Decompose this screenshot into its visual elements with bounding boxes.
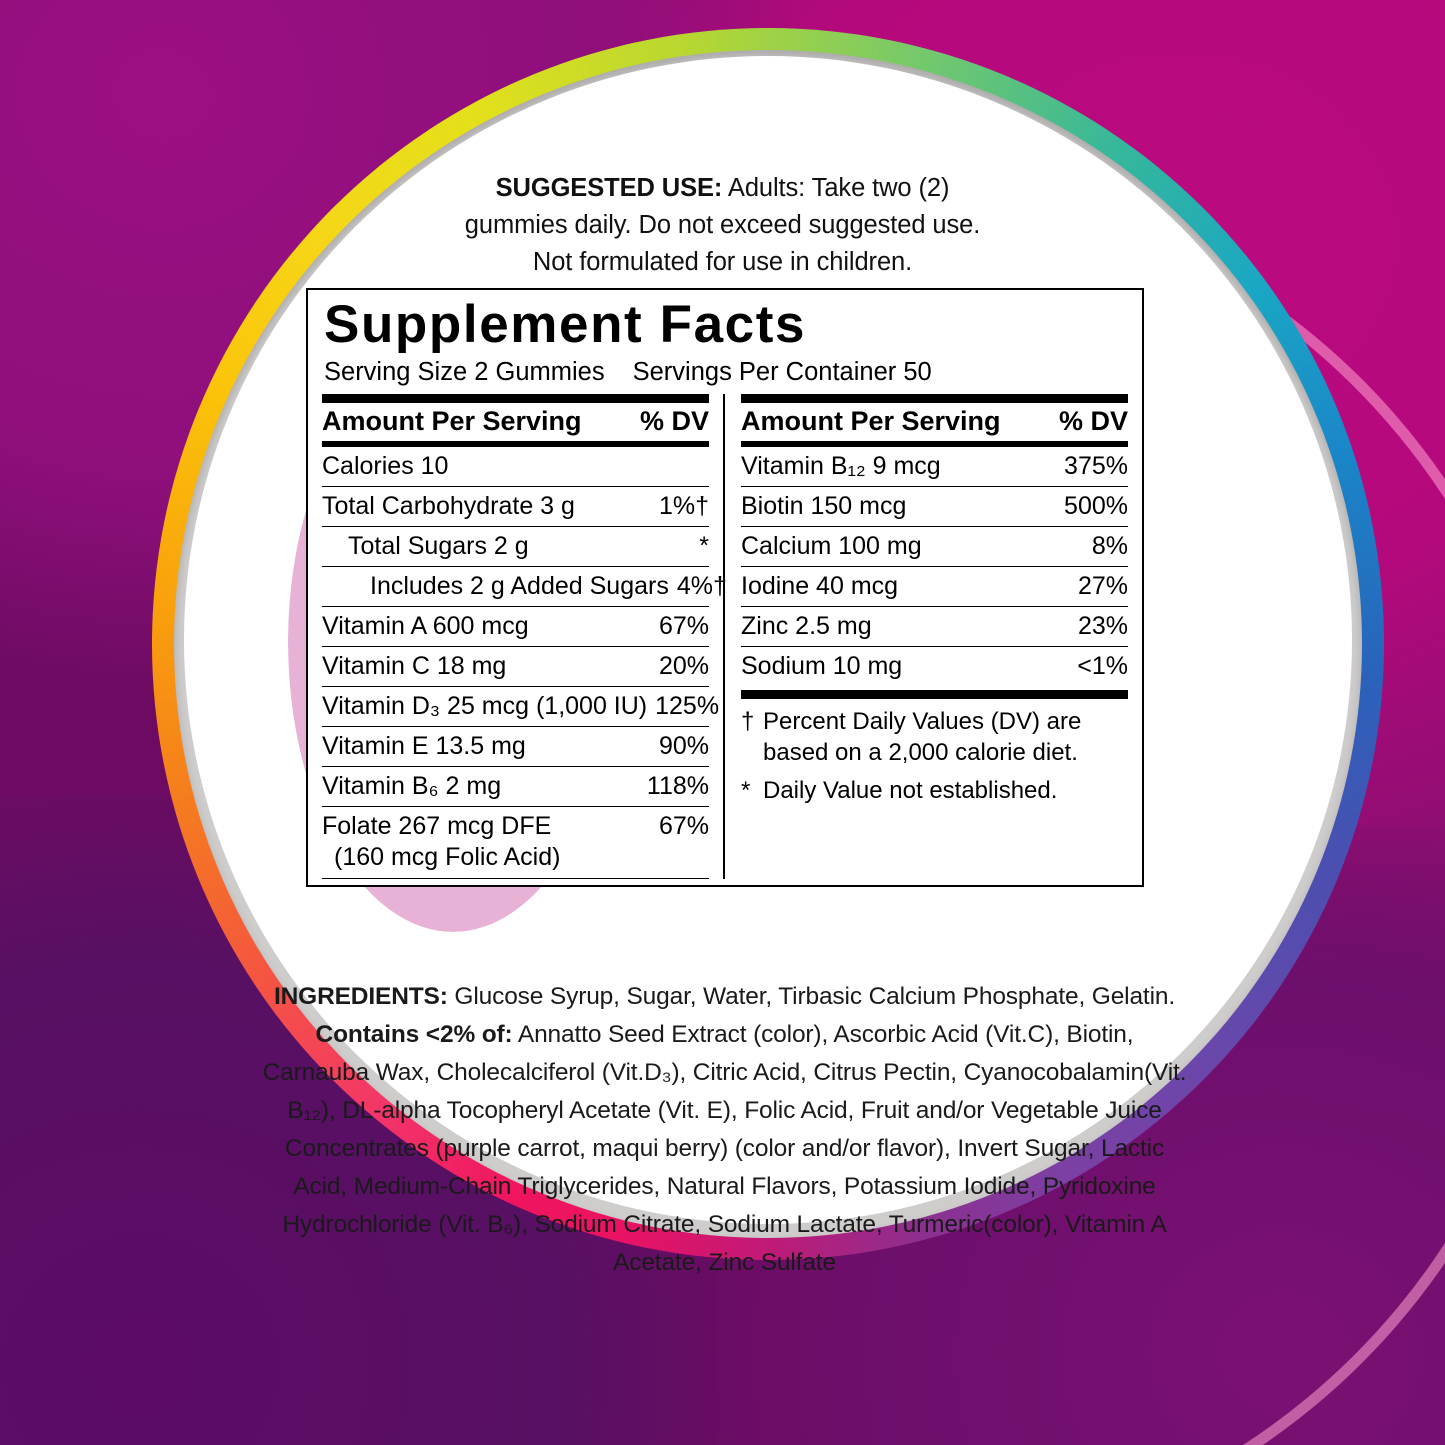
- nutrient-name: Biotin 150 mcg: [741, 492, 907, 520]
- nutrient-name: Folate 267 mcg DFE: [322, 812, 552, 840]
- header-amount-right: Amount Per Serving: [741, 406, 1001, 436]
- nutrient-name-second-line: (160 mcg Folic Acid): [334, 843, 561, 871]
- table-row: Vitamin E 13.5 mg 90%: [322, 726, 709, 766]
- divider-thick-footnotes: [741, 690, 1128, 699]
- divider-thick-left: [322, 394, 709, 403]
- nutrient-dv: 27%: [1077, 572, 1128, 600]
- nutrient-name: Vitamin A 600 mcg: [322, 612, 529, 640]
- nutrient-dv: 4%†: [676, 572, 727, 600]
- nutrient-name-group: Folate 267 mcg DFE (160 mcg Folic Acid): [322, 811, 560, 873]
- nutrient-name: Total Carbohydrate 3 g: [322, 492, 575, 520]
- nutrient-dv: *: [699, 532, 709, 560]
- divider-medium-right: [741, 441, 1128, 446]
- nutrient-dv: 375%: [1064, 452, 1128, 480]
- nutrients-column-right: Amount Per Serving % DV Vitamin B₁₂ 9 mc…: [723, 394, 1128, 879]
- contains-label: Contains <2% of:: [315, 1021, 513, 1048]
- suggested-use-label: SUGGESTED USE:: [495, 174, 723, 202]
- header-dv-right: % DV: [1058, 406, 1128, 436]
- nutrient-name: Vitamin D₃ 25 mcg (1,000 IU): [322, 692, 648, 720]
- supplement-facts-columns: Amount Per Serving % DV Calories 10 Tota…: [322, 394, 1128, 879]
- nutrient-name: Calcium 100 mg: [741, 532, 922, 560]
- nutrient-name: Vitamin B₁₂ 9 mcg: [741, 452, 941, 480]
- table-row: Vitamin B₁₂ 9 mcg 375%: [741, 446, 1128, 486]
- footnotes-block: † Percent Daily Values (DV) are based on…: [741, 699, 1128, 806]
- nutrient-name: Vitamin E 13.5 mg: [322, 732, 526, 760]
- table-bottom-rule-left: [322, 878, 709, 879]
- suggested-use-line1: Adults: Take two (2): [722, 174, 950, 202]
- header-amount-left: Amount Per Serving: [322, 406, 582, 436]
- nutrient-name: Zinc 2.5 mg: [741, 612, 872, 640]
- table-row: Zinc 2.5 mg 23%: [741, 606, 1128, 646]
- nutrient-name: Calories 10: [322, 452, 449, 480]
- serving-info: Serving Size 2 Gummies Servings Per Conta…: [324, 356, 1128, 388]
- ingredients-block: INGREDIENTS: Glucose Syrup, Sugar, Water…: [262, 978, 1187, 1282]
- ingredients-contains-text: Annatto Seed Extract (color), Ascorbic A…: [262, 1021, 1187, 1276]
- supplement-facts-panel: Supplement Facts Serving Size 2 Gummies S…: [306, 288, 1144, 887]
- nutrient-name: Includes 2 g Added Sugars: [370, 572, 669, 600]
- divider-thick-right: [741, 394, 1128, 403]
- nutrient-name: Vitamin B₆ 2 mg: [322, 772, 502, 800]
- ingredients-label: INGREDIENTS:: [273, 983, 448, 1010]
- nutrient-dv: 90%: [658, 732, 709, 760]
- column-header-right: Amount Per Serving % DV: [741, 403, 1128, 441]
- supplement-facts-title: Supplement Facts: [324, 295, 807, 354]
- divider-medium-left: [322, 441, 709, 446]
- suggested-use-block: SUGGESTED USE: Adults: Take two (2) gumm…: [300, 170, 1145, 281]
- nutrient-name: Total Sugars 2 g: [348, 532, 529, 560]
- nutrient-dv: 67%: [658, 812, 709, 840]
- nutrient-dv: 8%: [1091, 532, 1128, 560]
- table-row: Total Sugars 2 g *: [322, 526, 709, 566]
- ingredients-primary: Glucose Syrup, Sugar, Water, Tirbasic Ca…: [447, 983, 1176, 1010]
- table-row: Calcium 100 mg 8%: [741, 526, 1128, 566]
- table-row: Biotin 150 mcg 500%: [741, 486, 1128, 526]
- nutrients-column-left: Amount Per Serving % DV Calories 10 Tota…: [322, 394, 727, 879]
- nutrient-dv: 20%: [658, 652, 709, 680]
- footnote-text: Percent Daily Values (DV) are based on a…: [763, 708, 1082, 766]
- footnote-mark: †: [741, 708, 755, 735]
- nutrient-dv: 67%: [658, 612, 709, 640]
- table-row: Iodine 40 mcg 27%: [741, 566, 1128, 606]
- nutrient-dv: <1%: [1077, 652, 1128, 680]
- footnote-text: Daily Value not established.: [763, 777, 1058, 804]
- table-row: Total Carbohydrate 3 g 1%†: [322, 486, 709, 526]
- nutrient-name: Vitamin C 18 mg: [322, 652, 507, 680]
- footnote-asterisk: * Daily Value not established.: [741, 775, 1128, 806]
- footnote-mark: *: [741, 777, 751, 804]
- nutrient-dv: 125%: [655, 692, 720, 720]
- table-row: Folate 267 mcg DFE (160 mcg Folic Acid) …: [322, 806, 709, 878]
- table-row: Sodium 10 mg <1%: [741, 646, 1128, 686]
- nutrient-dv: 118%: [646, 772, 709, 800]
- table-row: Vitamin C 18 mg 20%: [322, 646, 709, 686]
- serving-size: Serving Size 2 Gummies: [324, 358, 605, 386]
- table-row: Includes 2 g Added Sugars 4%†: [322, 566, 727, 606]
- nutrient-name: Iodine 40 mcg: [741, 572, 899, 600]
- table-row: Calories 10: [322, 446, 709, 486]
- servings-per-container: Servings Per Container 50: [632, 358, 932, 386]
- footnote-dagger: † Percent Daily Values (DV) are based on…: [741, 706, 1128, 768]
- nutrient-name: Sodium 10 mg: [741, 652, 903, 680]
- header-dv-left: % DV: [639, 406, 709, 436]
- table-row: Vitamin D₃ 25 mcg (1,000 IU) 125%: [322, 686, 719, 726]
- suggested-use-line2: gummies daily. Do not exceed suggested u…: [464, 211, 981, 239]
- nutrient-dv: 1%†: [658, 492, 709, 520]
- nutrient-dv: 500%: [1064, 492, 1128, 520]
- table-row: Vitamin B₆ 2 mg 118%: [322, 766, 709, 806]
- column-header-left: Amount Per Serving % DV: [322, 403, 709, 441]
- nutrient-dv: 23%: [1077, 612, 1128, 640]
- suggested-use-line3: Not formulated for use in children.: [532, 248, 913, 276]
- table-row: Vitamin A 600 mcg 67%: [322, 606, 709, 646]
